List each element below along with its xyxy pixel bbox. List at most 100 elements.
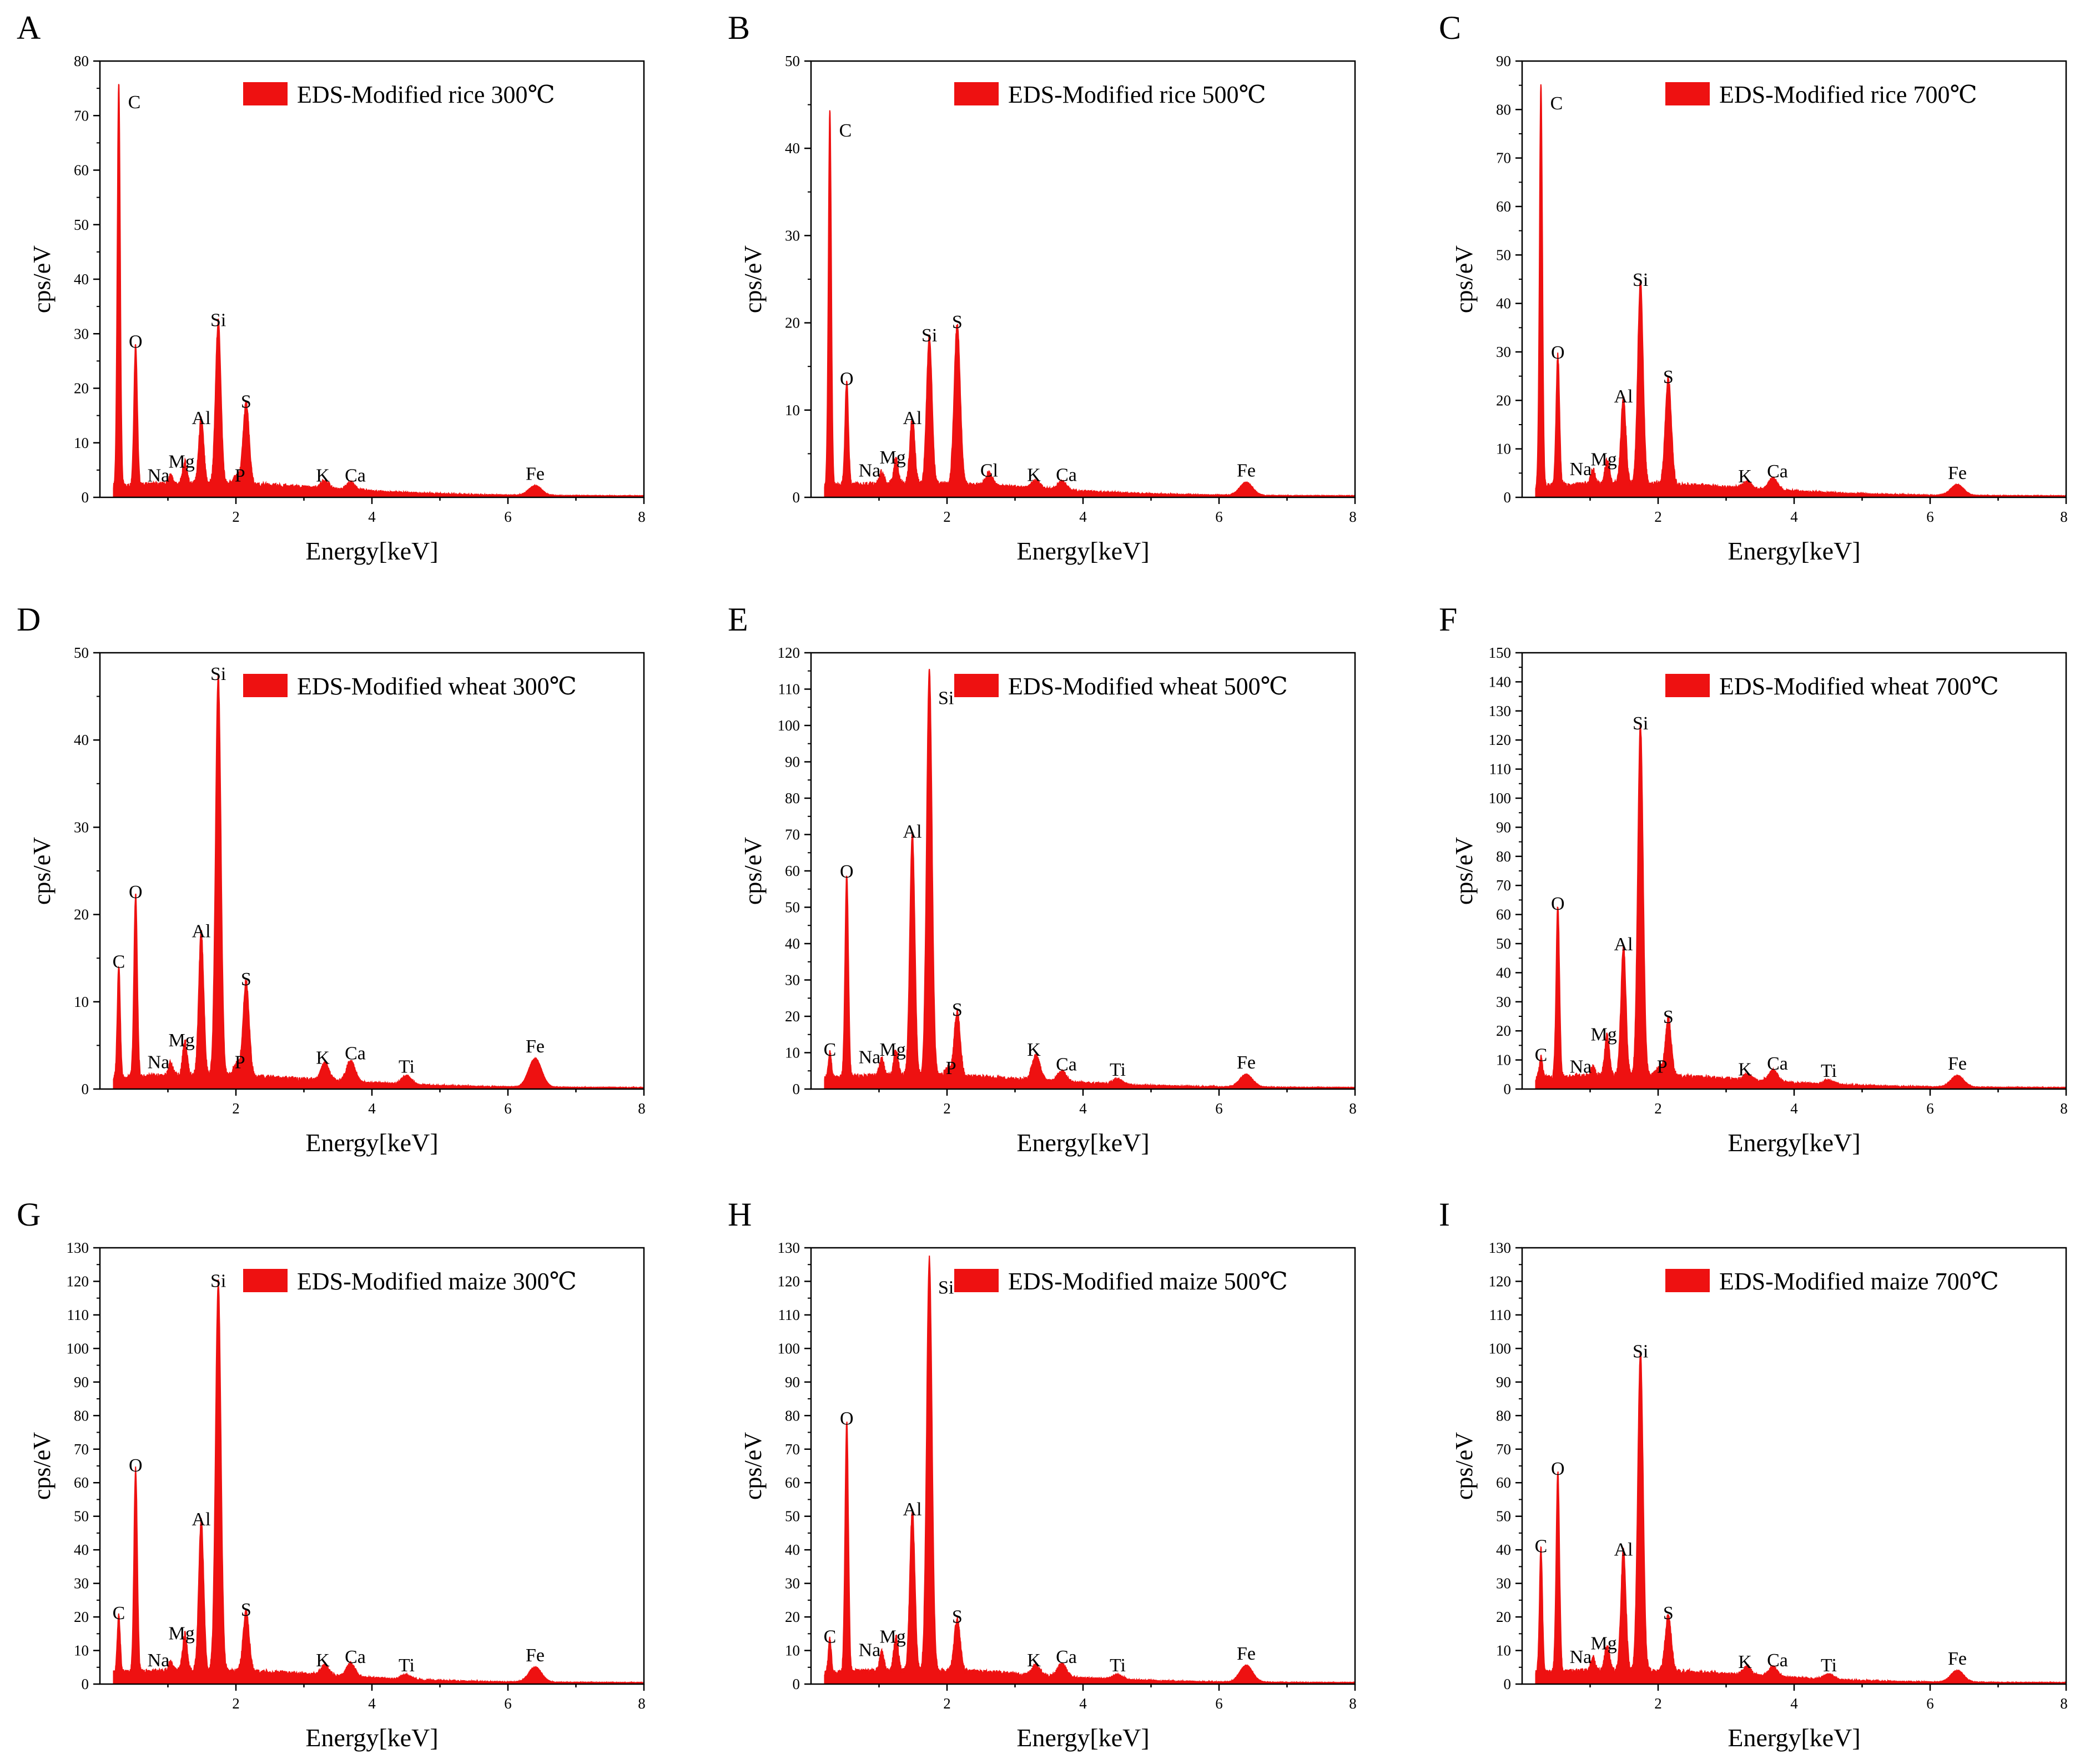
x-tick-label: 6 (1215, 1100, 1223, 1117)
peak-label-c: C (128, 92, 141, 113)
y-tick-label: 0 (793, 1081, 800, 1097)
peak-label-na: Na (1570, 1056, 1592, 1077)
peak-label-c: C (113, 952, 125, 972)
peak-label-na: Na (148, 465, 170, 486)
x-tick-label: 6 (1215, 508, 1223, 525)
peak-label-al: Al (192, 921, 211, 942)
y-tick-label: 110 (778, 1307, 800, 1323)
peak-label-c: C (113, 1603, 125, 1624)
y-tick-label: 40 (785, 1541, 800, 1558)
peak-label-o: O (1551, 342, 1565, 363)
y-tick-label: 30 (1496, 994, 1511, 1010)
legend-label: EDS-Modified wheat 700℃ (1719, 673, 1999, 700)
peak-label-ti: Ti (1110, 1060, 1126, 1080)
peak-label-c: C (1535, 1045, 1548, 1065)
peak-label-o: O (1551, 1459, 1565, 1479)
y-tick-label: 30 (74, 1575, 89, 1592)
y-tick-label: 20 (1496, 1022, 1511, 1039)
peak-label-k: K (1027, 1650, 1041, 1671)
peak-label-fe: Fe (1948, 1054, 1967, 1074)
panel-label: C (1439, 9, 1461, 46)
peak-label-si: Si (938, 688, 954, 708)
peak-label-c: C (1535, 1536, 1548, 1556)
x-axis-label: Energy[keV] (1728, 537, 1860, 565)
x-tick-label: 6 (504, 1100, 512, 1117)
x-tick-label: 2 (1654, 508, 1662, 525)
peak-label-mg: Mg (1591, 1025, 1617, 1045)
spectrum-area (1535, 1352, 2067, 1685)
legend-swatch (243, 1269, 288, 1292)
y-tick-label: 80 (74, 53, 89, 69)
peak-label-fe: Fe (526, 1036, 545, 1057)
y-tick-label: 50 (74, 644, 89, 661)
panel-label: H (728, 1196, 752, 1233)
plot-frame (99, 60, 645, 498)
y-axis-label: cps/eV (1451, 1432, 1478, 1500)
y-tick-label: 10 (785, 1642, 800, 1659)
peak-label-k: K (1027, 1040, 1041, 1060)
peak-label-mg: Mg (1591, 449, 1617, 470)
y-tick-label: 10 (785, 402, 800, 419)
y-tick-label: 130 (1489, 1239, 1512, 1256)
peak-label-c: C (839, 120, 852, 141)
y-tick-label: 100 (778, 717, 800, 734)
y-axis-label: cps/eV (739, 1432, 767, 1500)
spectrum-area (113, 675, 644, 1090)
legend-label: EDS-Modified rice 500℃ (1008, 81, 1266, 108)
x-tick-label: 2 (1654, 1695, 1662, 1712)
y-tick-label: 10 (1496, 1052, 1511, 1069)
peak-label-ti: Ti (1821, 1655, 1837, 1676)
y-tick-label: 120 (1489, 1273, 1512, 1289)
peak-label-ca: Ca (1056, 1647, 1077, 1667)
chart-panel-C: C 0 10 20 30 40 50 60 70 80 90 2 4 6 8 Energy[keV] cps/e… (1439, 9, 2068, 565)
y-tick-label: 100 (67, 1340, 89, 1357)
peak-label-o: O (129, 1455, 143, 1476)
peak-label-s: S (1663, 367, 1674, 387)
legend-swatch (243, 674, 288, 697)
peak-label-si: Si (210, 1271, 226, 1292)
y-tick-label: 10 (1496, 441, 1511, 457)
y-tick-label: 90 (785, 1374, 800, 1390)
peak-label-al: Al (1614, 386, 1633, 407)
chart-panel-H: H 0 10 20 30 40 50 60 70 80 90 100 110 120 130 2 4 6 8 Ener… (728, 1196, 1357, 1752)
panel-label: A (17, 9, 41, 46)
peak-label-fe: Fe (1948, 463, 1967, 483)
y-tick-label: 20 (74, 380, 89, 397)
y-tick-label: 40 (1496, 295, 1511, 312)
x-tick-label: 8 (1349, 508, 1357, 525)
peak-label-s: S (241, 392, 251, 412)
peak-label-fe: Fe (526, 1645, 545, 1666)
x-tick-label: 8 (2060, 1100, 2068, 1117)
x-tick-label: 4 (1790, 1100, 1798, 1117)
peak-label-k: K (1738, 1652, 1752, 1672)
x-tick-label: 2 (943, 1695, 951, 1712)
legend-swatch (1665, 674, 1710, 697)
peak-label-ti: Ti (399, 1056, 415, 1077)
peak-label-si: Si (210, 310, 226, 330)
x-tick-label: 8 (1349, 1100, 1357, 1117)
y-tick-label: 130 (67, 1239, 89, 1256)
x-axis-label: Energy[keV] (305, 537, 438, 565)
peak-label-o: O (840, 861, 854, 882)
y-tick-label: 30 (785, 1575, 800, 1592)
peak-label-al: Al (192, 1509, 211, 1530)
x-tick-label: 4 (368, 1100, 376, 1117)
y-tick-label: 20 (785, 315, 800, 331)
x-tick-label: 2 (943, 508, 951, 525)
y-tick-label: 120 (67, 1273, 89, 1289)
x-tick-label: 4 (368, 508, 376, 525)
y-tick-label: 60 (1496, 198, 1511, 215)
x-axis-label: Energy[keV] (1728, 1128, 1860, 1157)
x-tick-label: 2 (232, 1695, 240, 1712)
y-tick-label: 150 (1489, 644, 1512, 661)
peak-label-o: O (840, 369, 854, 389)
y-tick-label: 50 (785, 1508, 800, 1525)
peak-label-k: K (1738, 466, 1752, 487)
y-tick-label: 40 (74, 271, 89, 288)
panel-label: G (17, 1196, 41, 1233)
spectrum-area (113, 1279, 644, 1685)
y-tick-label: 50 (1496, 246, 1511, 263)
y-tick-label: 10 (74, 994, 89, 1010)
peak-label-ca: Ca (1767, 1054, 1788, 1074)
